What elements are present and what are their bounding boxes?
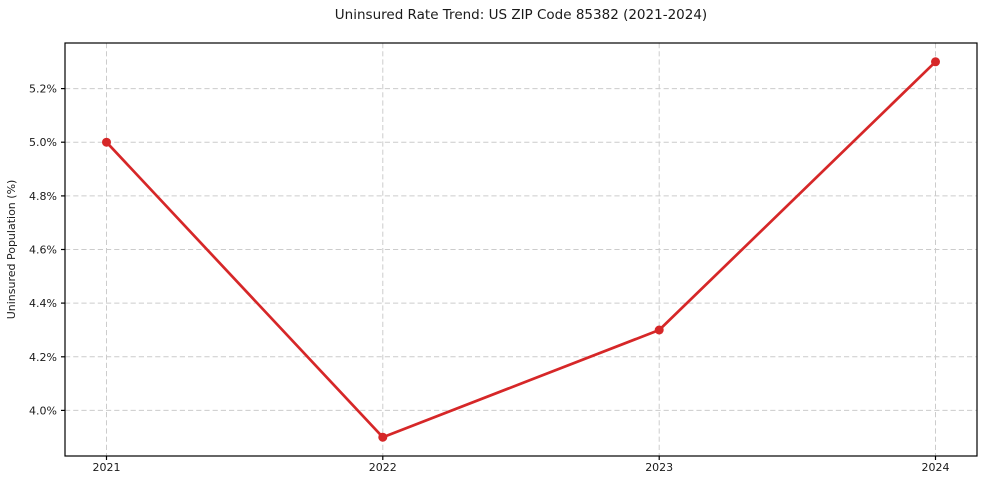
y-tick-label: 4.8% bbox=[29, 190, 57, 203]
y-tick-label: 5.0% bbox=[29, 136, 57, 149]
data-point bbox=[378, 432, 388, 442]
y-tick-label: 5.2% bbox=[29, 83, 57, 96]
y-tick-label: 4.2% bbox=[29, 351, 57, 364]
y-tick-label: 4.0% bbox=[29, 404, 57, 417]
data-point bbox=[931, 57, 940, 67]
x-tick-label: 2022 bbox=[369, 461, 397, 474]
data-point bbox=[102, 137, 111, 147]
x-tick-label: 2021 bbox=[93, 461, 121, 474]
trend-line bbox=[105, 60, 937, 439]
y-axis-label: Uninsured Population (%) bbox=[5, 180, 18, 320]
x-tick-label: 2023 bbox=[645, 461, 673, 474]
chart-title: Uninsured Rate Trend: US ZIP Code 85382 … bbox=[334, 7, 708, 23]
y-tick-label: 4.4% bbox=[29, 297, 57, 310]
data-point bbox=[654, 325, 664, 335]
x-tick-label: 2024 bbox=[922, 461, 950, 474]
y-tick-label: 4.6% bbox=[29, 244, 57, 257]
